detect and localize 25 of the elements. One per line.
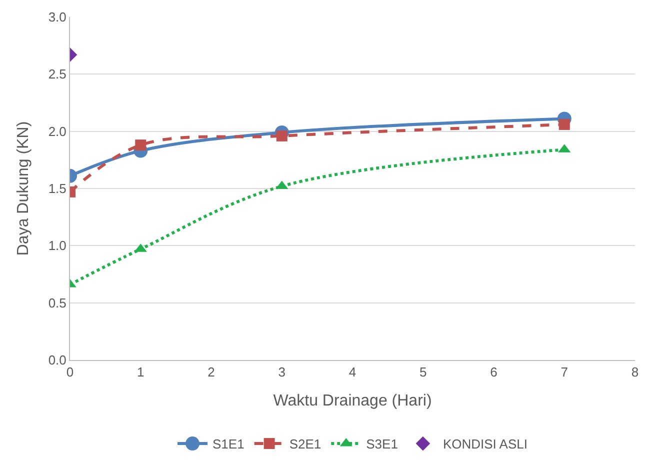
x-tick-label: 7 [560,364,568,380]
y-axis-title: Daya Dukung (KN) [15,121,32,256]
point [276,130,288,142]
x-axis-title: Waktu Drainage (Hari) [273,392,432,410]
y-tick-label: 3.0 [48,10,66,25]
y-tick-label: 1.5 [48,181,66,196]
x-tick-label: 6 [490,364,498,380]
legend-label: S1E1 [212,436,244,452]
y-tick-label: 2.0 [48,124,66,139]
x-tick-label: 3 [278,364,286,380]
x-tick-label: 8 [631,364,639,380]
x-tick-label: 2 [208,364,215,380]
legend-label: S2E1 [289,436,322,452]
x-tick-label: 5 [420,364,427,380]
y-tick-label: 1.0 [48,238,66,254]
x-tick-label: 4 [348,364,356,380]
y-tick-label: 2.5 [48,66,66,82]
legend-label: S3E1 [366,436,398,452]
point [135,140,146,151]
x-tick-label: 0 [66,364,74,380]
legend-label: KONDISI ASLI [442,436,528,452]
y-tick-label: 0.5 [48,295,66,310]
x-tick-label: 1 [137,364,144,380]
point [558,118,570,130]
y-tick-label: 0.0 [48,352,66,368]
